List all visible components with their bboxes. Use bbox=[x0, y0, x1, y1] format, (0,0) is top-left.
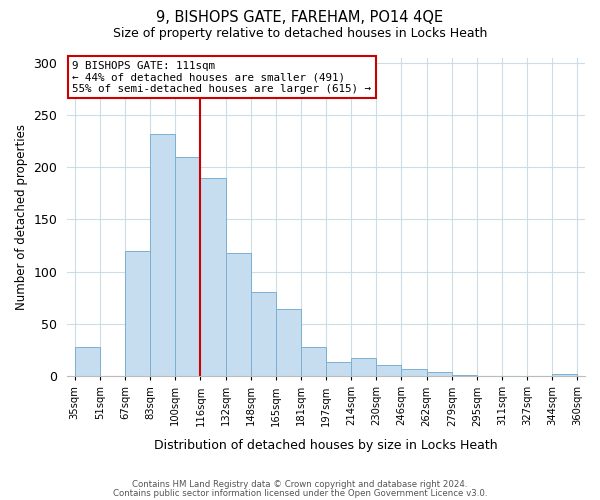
Bar bbox=[376, 364, 401, 376]
Bar bbox=[251, 292, 276, 376]
X-axis label: Distribution of detached houses by size in Locks Heath: Distribution of detached houses by size … bbox=[154, 440, 498, 452]
Text: 9, BISHOPS GATE, FAREHAM, PO14 4QE: 9, BISHOPS GATE, FAREHAM, PO14 4QE bbox=[157, 10, 443, 25]
Text: Contains public sector information licensed under the Open Government Licence v3: Contains public sector information licen… bbox=[113, 490, 487, 498]
Text: Contains HM Land Registry data © Crown copyright and database right 2024.: Contains HM Land Registry data © Crown c… bbox=[132, 480, 468, 489]
Bar bbox=[553, 374, 577, 376]
Bar bbox=[452, 375, 477, 376]
Bar bbox=[401, 369, 427, 376]
Bar bbox=[301, 347, 326, 376]
Bar bbox=[125, 251, 150, 376]
Bar bbox=[326, 362, 351, 376]
Bar bbox=[351, 358, 376, 376]
Bar bbox=[175, 157, 200, 376]
Bar bbox=[200, 178, 226, 376]
Y-axis label: Number of detached properties: Number of detached properties bbox=[15, 124, 28, 310]
Text: Size of property relative to detached houses in Locks Heath: Size of property relative to detached ho… bbox=[113, 28, 487, 40]
Bar bbox=[276, 310, 301, 376]
Bar bbox=[427, 372, 452, 376]
Bar bbox=[226, 253, 251, 376]
Text: 9 BISHOPS GATE: 111sqm
← 44% of detached houses are smaller (491)
55% of semi-de: 9 BISHOPS GATE: 111sqm ← 44% of detached… bbox=[73, 60, 371, 94]
Bar bbox=[74, 347, 100, 376]
Bar bbox=[150, 134, 175, 376]
